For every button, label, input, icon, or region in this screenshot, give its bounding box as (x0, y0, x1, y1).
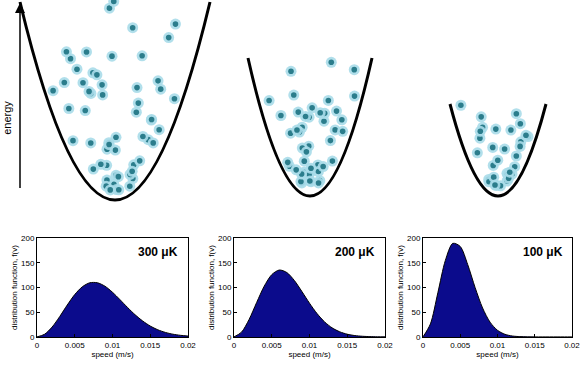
svg-text:200 μK: 200 μK (335, 245, 375, 259)
svg-text:150: 150 (21, 259, 35, 268)
svg-text:0: 0 (232, 341, 237, 350)
svg-text:0.005: 0.005 (262, 341, 283, 350)
svg-text:0.02: 0.02 (564, 341, 580, 350)
svg-text:0.01: 0.01 (490, 341, 506, 350)
svg-text:50: 50 (411, 308, 420, 317)
svg-text:100: 100 (218, 283, 232, 292)
svg-text:0.01: 0.01 (105, 341, 121, 350)
svg-text:0: 0 (30, 333, 35, 342)
svg-text:0: 0 (35, 341, 40, 350)
svg-text:0.02: 0.02 (180, 341, 196, 350)
svg-text:0.005: 0.005 (450, 341, 471, 350)
svg-text:200: 200 (21, 234, 35, 243)
svg-text:speed (m/s): speed (m/s) (476, 350, 519, 359)
svg-text:0: 0 (421, 341, 426, 350)
svg-text:0.02: 0.02 (377, 341, 393, 350)
svg-text:200: 200 (218, 234, 232, 243)
svg-text:distribution function, f(v): distribution function, f(v) (10, 245, 19, 330)
svg-text:300 μK: 300 μK (138, 245, 178, 259)
svg-text:200: 200 (407, 234, 421, 243)
svg-text:0.015: 0.015 (337, 341, 358, 350)
svg-text:50: 50 (25, 308, 34, 317)
svg-text:distribution function, f(v): distribution function, f(v) (207, 245, 216, 330)
svg-text:0.005: 0.005 (65, 341, 86, 350)
svg-text:100: 100 (407, 283, 421, 292)
svg-text:0: 0 (227, 333, 232, 342)
svg-text:100 μK: 100 μK (523, 245, 563, 259)
svg-text:0.01: 0.01 (302, 341, 318, 350)
svg-text:energy: energy (1, 101, 13, 135)
svg-text:150: 150 (218, 259, 232, 268)
svg-text:50: 50 (222, 308, 231, 317)
svg-text:0.015: 0.015 (525, 341, 546, 350)
svg-text:speed (m/s): speed (m/s) (91, 350, 134, 359)
svg-text:150: 150 (407, 259, 421, 268)
svg-text:speed (m/s): speed (m/s) (288, 350, 331, 359)
svg-text:100: 100 (21, 283, 35, 292)
svg-text:0: 0 (416, 333, 421, 342)
svg-text:0.015: 0.015 (140, 341, 161, 350)
svg-text:distribution function, f(v): distribution function, f(v) (396, 245, 405, 330)
